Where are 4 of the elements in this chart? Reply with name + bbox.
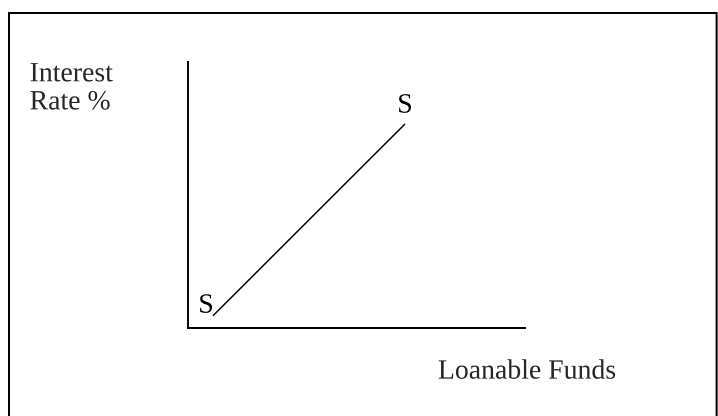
y-axis-title: Interest Rate % (30, 63, 113, 110)
x-axis-title: Loanable Funds (438, 359, 616, 379)
series-label: S (200, 294, 212, 313)
text: S (399, 94, 411, 113)
